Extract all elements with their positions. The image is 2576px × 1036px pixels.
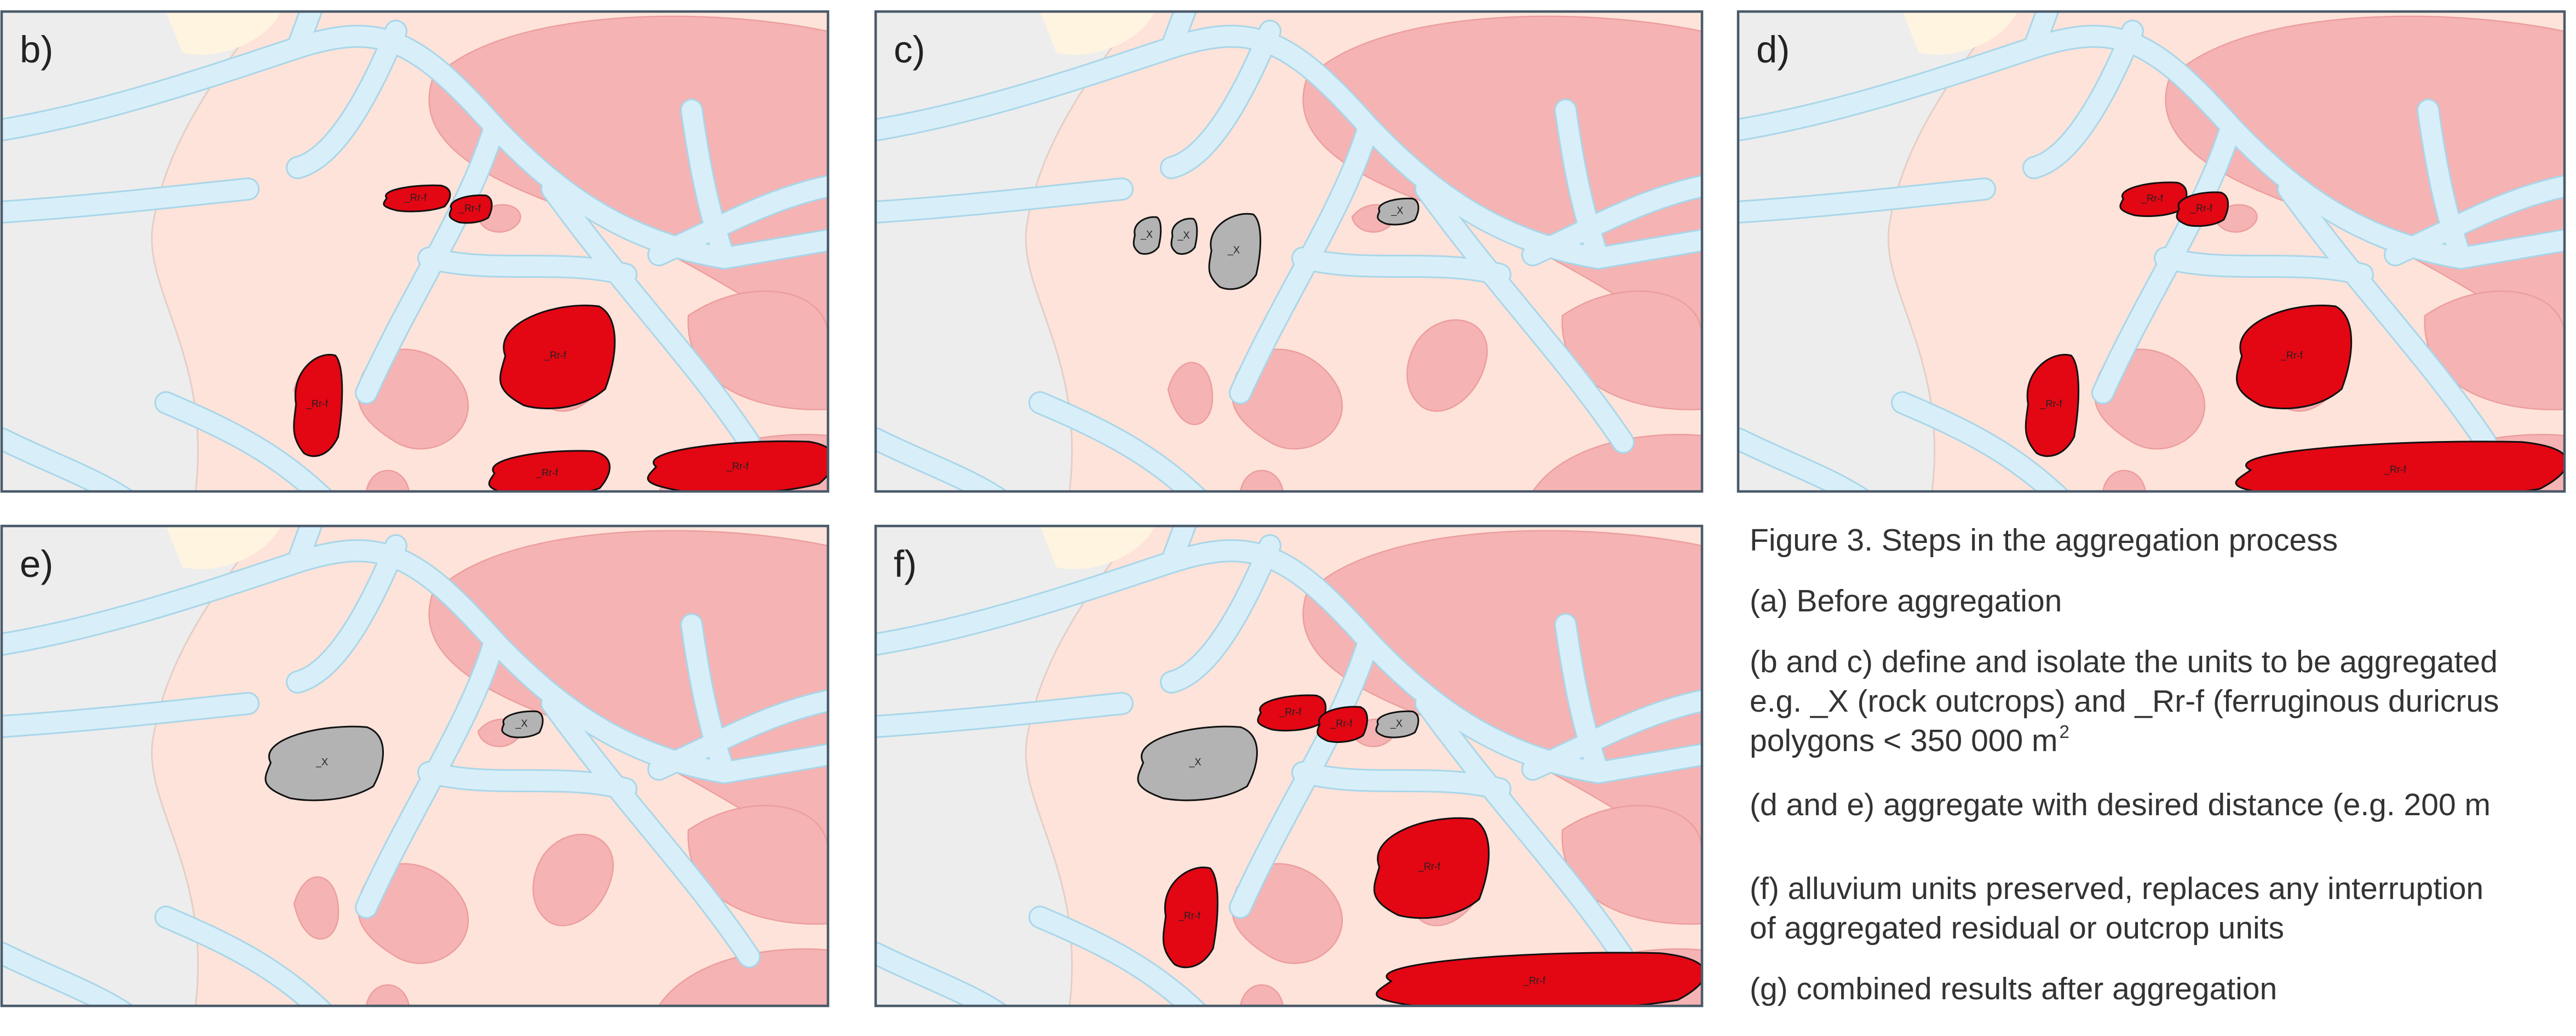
map-content: _Rr-f _Rr-f _Rr-f _Rr-f _Rr-f _Rr-f [2,3,840,505]
map-panel: _X _X e) [2,518,840,1019]
caption-line: e.g. _X (rock outcrops) and _Rr-f (ferru… [1750,684,2499,719]
polygon-label: _X [1188,757,1201,768]
polygon-label: _Rr-f [1523,975,1546,987]
panel-letter: b) [20,28,53,71]
polygon-label: _Rr-f [458,203,481,214]
polygon-label: _Rr-f [1418,861,1441,872]
polygon-label: _Rr-f [726,461,749,472]
panel-letter: e) [20,543,53,585]
polygon-label: _Rr-f [2384,464,2407,476]
polygon-label: _Rr-f [2040,398,2063,410]
polygon-label: _Rr-f [536,467,559,479]
polygon-label: _Rr-f [306,398,329,410]
polygon-label: _Rr-f [2280,350,2303,361]
caption-line: (b and c) define and isolate the units t… [1750,644,2498,679]
figure: _Rr-f_Rr-f_Rr-f_Rr-f_Rr-f_Rr-fb)_X_X_X_X… [0,0,2576,1036]
polygon-label: _X [515,718,527,729]
polygon-label: _Rr-f [544,350,567,361]
caption-line: of aggregated residual or outcrop units [1750,911,2284,946]
map-panel: _Rr-f _Rr-f _Rr-f _Rr-f _Rr-f _Rr-f b) [2,3,840,505]
panel-letter: d) [1756,28,1790,71]
polygon-label: _X [315,757,328,768]
polygon-label: _Rr-f [1178,910,1201,921]
panel-letter: f) [894,543,917,585]
polygon-label: _X [1390,718,1402,729]
base-map [2,518,840,1019]
base-map [2,3,840,505]
caption-title: Figure 3. Steps in the aggregation proce… [1750,523,2338,558]
caption-line: (f) alluvium units preserved, replaces a… [1750,871,2483,906]
polygon-label: _X [1140,229,1153,241]
caption-line: (a) Before aggregation [1750,583,2062,619]
map-panel: _Rr-f _Rr-f _Rr-f _Rr-f _Rr-f d) [1738,3,2576,505]
caption: Figure 3. Steps in the aggregation proce… [1750,523,2499,1006]
caption-line: polygons < 350 000 m [1750,723,2058,758]
polygon-label: _X [1390,205,1403,216]
page: _Rr-f_Rr-f_Rr-f_Rr-f_Rr-f_Rr-fb)_X_X_X_X… [0,0,2576,1036]
map-panel: _X _X _X _X c) [876,3,1714,505]
base-map [876,518,1714,1019]
polygon-label: _Rr-f [404,192,427,203]
polygon-label: _X [1177,230,1189,241]
map-panel: _X _Rr-f _Rr-f _X _Rr-f _Rr-f _Rr-f f) [876,518,1714,1019]
polygon-label: _Rr-f [2141,193,2164,204]
polygon-label: _Rr-f [1279,706,1302,718]
base-map [1738,3,2576,505]
map-content: _X _X [2,518,840,1019]
panels: _Rr-f_Rr-f_Rr-f_Rr-f_Rr-f_Rr-fb)_X_X_X_X… [2,3,2576,1019]
panel-letter: c) [894,28,925,71]
caption-superscript: 2 [2060,722,2069,742]
caption-line: (d and e) aggregate with desired distanc… [1750,787,2491,822]
map-content: _X _X _X _X [876,3,1714,505]
polygon-label: _Rr-f [2190,203,2213,214]
map-content: _Rr-f _Rr-f _Rr-f _Rr-f _Rr-f [1738,3,2576,505]
map-content: _X _Rr-f _Rr-f _X _Rr-f _Rr-f _Rr-f [876,518,1714,1019]
polygon-label: _X [1227,244,1240,256]
polygon-label: _Rr-f [1330,718,1353,729]
base-map [876,3,1714,505]
caption-line: (g) combined results after aggregation [1750,971,2277,1006]
